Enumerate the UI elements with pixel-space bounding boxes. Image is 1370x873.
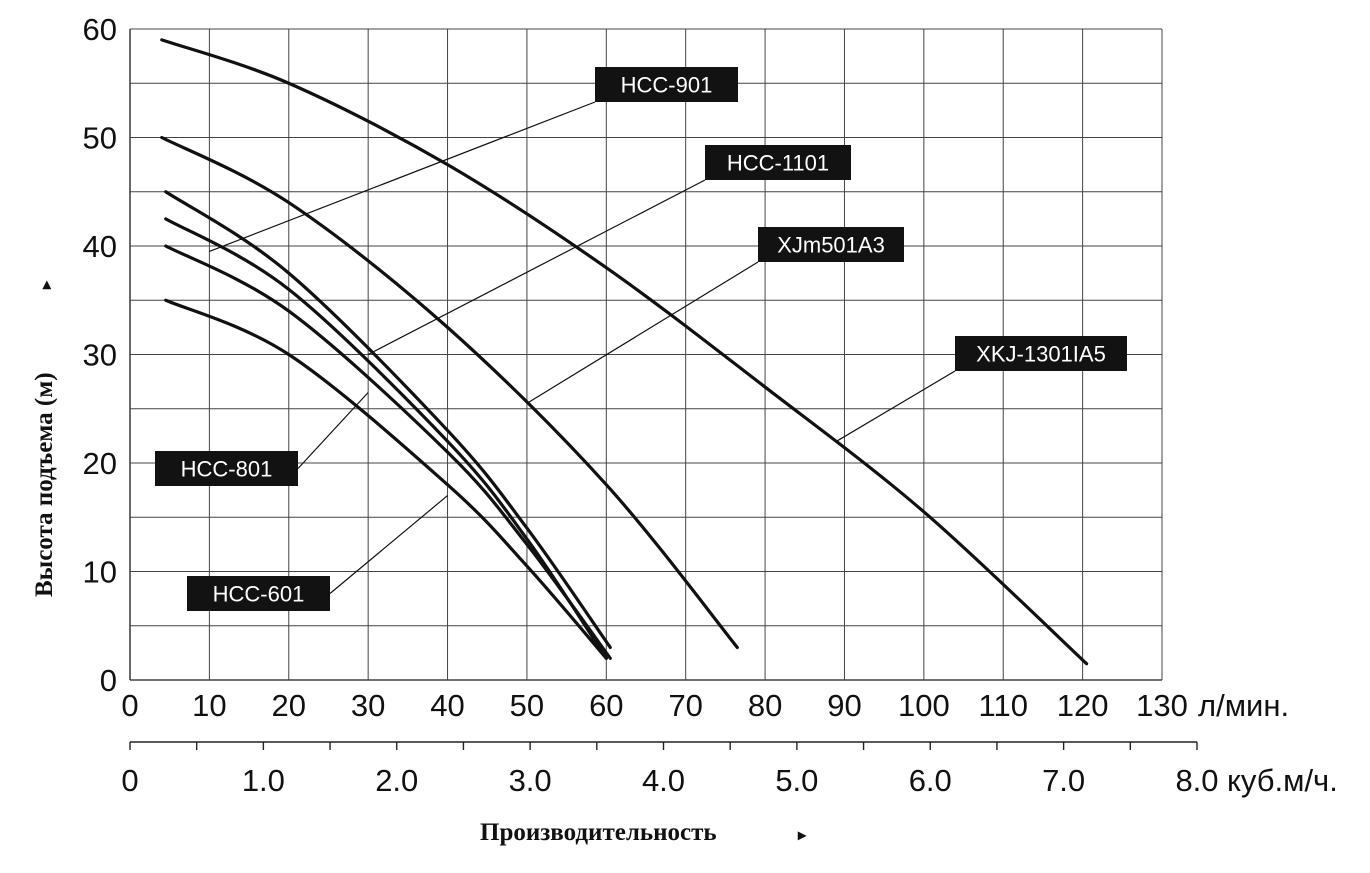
x2-tick-label: 3.0 (509, 763, 552, 798)
curve-hcc-601 (164, 298, 608, 660)
x2-tick-label: 4.0 (642, 763, 685, 798)
x-tick-label: 100 (898, 688, 950, 723)
label-box-hcc-1101 (705, 145, 851, 180)
x-tick-label: 110 (979, 688, 1028, 723)
leader-hcc-801 (297, 392, 369, 469)
x-tick-label: 50 (510, 688, 544, 723)
x2-tick-label: 2.0 (375, 763, 418, 798)
x-tick-label: 20 (272, 688, 306, 723)
label-xkj-1301ia5: XKJ-1301IA5 (955, 336, 1127, 371)
y-axis-title: Высота подъема (м) ▸ (31, 280, 58, 597)
x2-tick-label: 5.0 (775, 763, 818, 798)
leader-xkj-1301ia5 (836, 370, 956, 442)
label-box-hcc-801 (155, 451, 298, 486)
label-hcc-601: HCC-601 (187, 576, 330, 611)
label-text-hcc-901: HCC-901 (621, 73, 713, 98)
x-tick-label: 10 (192, 688, 226, 723)
y-tick-labels: 0 10 20 30 40 50 60 (83, 12, 117, 698)
x-axis-title-arrow-icon: ▸ (797, 827, 807, 844)
curve-labels: HCC-901 HCC-1101 XJm501A3 HCC-801 XKJ-1301IA… (155, 67, 1127, 611)
label-xjm501a3: XJm501A3 (758, 227, 904, 262)
x-axis-title-text: Производительность (480, 819, 717, 846)
x-tick-label: 0 (121, 688, 138, 723)
label-hcc-901: HCC-901 (595, 67, 738, 102)
y-tick-label: 30 (83, 338, 117, 373)
x-tick-label: 60 (589, 688, 623, 723)
label-text-hcc-801: HCC-801 (181, 457, 273, 482)
curve-xjm501a3 (164, 190, 612, 650)
x2-tick-label: 0 (121, 763, 138, 798)
x-tick-label: 90 (827, 688, 861, 723)
x-tick-labels: 0 10 20 30 40 50 60 70 80 90 100 110 120 130 (121, 688, 1187, 723)
label-text-xjm501a3: XJm501A3 (777, 233, 885, 258)
y-tick-label: 10 (83, 555, 117, 590)
x2-tick-label: 6.0 (909, 763, 952, 798)
y-tick-label: 60 (83, 12, 117, 47)
y-axis-title-text: Высота подъема (м) (31, 372, 58, 597)
x-tick-label: 80 (748, 688, 782, 723)
x-tick-label: 30 (351, 688, 385, 723)
leader-hcc-901 (209, 101, 596, 252)
secondary-x-axis: 0 1.0 2.0 3.0 4.0 5.0 6.0 7.0 8.0 (121, 741, 1219, 798)
label-text-hcc-1101: HCC-1101 (727, 151, 829, 176)
x-tick-label: 120 (1057, 688, 1109, 723)
x-axis-unit: л/мин. (1198, 688, 1289, 723)
leader-hcc-601 (329, 495, 448, 594)
x-axis-title: Производительность ▸ (480, 819, 807, 846)
x2-tick-label: 1.0 (242, 763, 285, 798)
y-axis-title-arrow-icon: ▸ (38, 280, 55, 290)
curve-hcc-801 (164, 217, 608, 660)
label-box-hcc-901 (595, 67, 738, 102)
label-box-xkj-1301ia5 (955, 336, 1127, 371)
curve-hcc-1101 (160, 135, 739, 650)
y-tick-label: 40 (83, 229, 117, 264)
x2-axis-unit: куб.м/ч. (1227, 763, 1338, 798)
label-hcc-1101: HCC-1101 (705, 145, 851, 180)
leader-xjm501a3 (526, 261, 759, 404)
y-tick-label: 0 (100, 663, 117, 698)
curve-hcc-901 (160, 38, 1089, 666)
x-tick-label: 40 (430, 688, 464, 723)
y-tick-label: 50 (83, 121, 117, 156)
leader-hcc-1101 (367, 179, 706, 356)
label-text-xkj-1301ia5: XKJ-1301IA5 (976, 342, 1106, 367)
x2-tick-label: 8.0 (1175, 763, 1218, 798)
label-text-hcc-601: HCC-601 (213, 582, 305, 607)
label-box-xjm501a3 (758, 227, 904, 262)
x-tick-label: 70 (668, 688, 702, 723)
curve-xkj-1301ia5 (164, 244, 612, 660)
x2-tick-label: 7.0 (1042, 763, 1085, 798)
label-hcc-801: HCC-801 (155, 451, 298, 486)
y-tick-label: 20 (83, 446, 117, 481)
curves (160, 38, 1089, 666)
x-tick-label: 130 (1136, 688, 1188, 723)
label-box-hcc-601 (187, 576, 330, 611)
